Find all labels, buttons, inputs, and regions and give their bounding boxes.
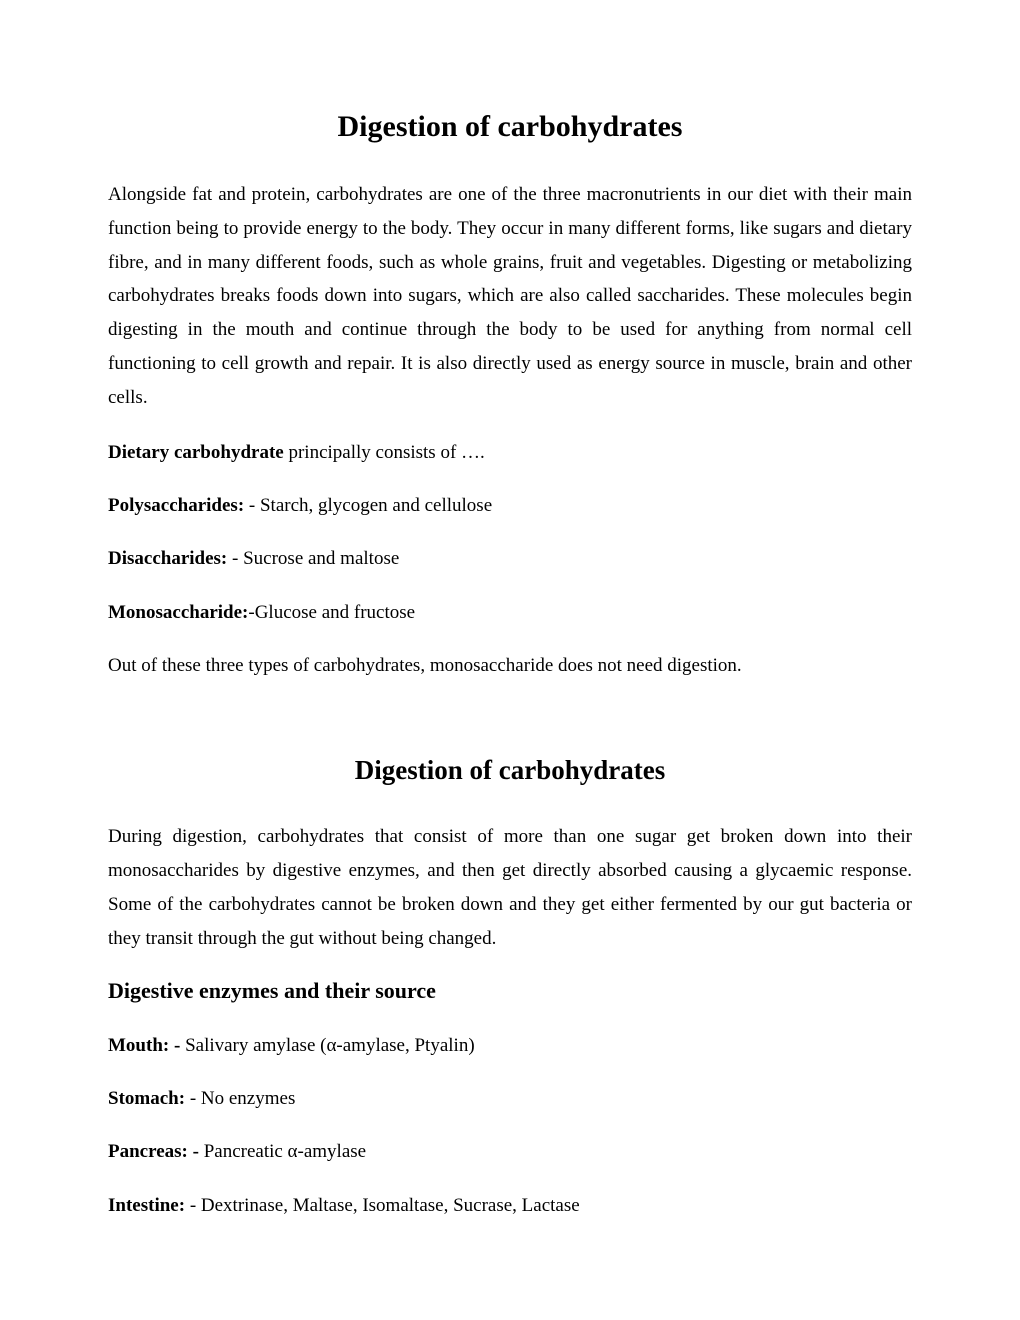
dietary-carbohydrate-line: Dietary carbohydrate principally consist… [108,437,912,468]
pancreas-rest: Pancreatic α-amylase [199,1141,366,1162]
stomach-rest: - No enzymes [185,1088,295,1109]
during-digestion-paragraph: During digestion, carbohydrates that con… [108,820,912,955]
polysaccharides-rest: - Starch, glycogen and cellulose [244,495,492,516]
polysaccharides-line: Polysaccharides: - Starch, glycogen and … [108,490,912,521]
stomach-line: Stomach: - No enzymes [108,1083,912,1114]
disaccharides-label: Disaccharides: [108,548,227,569]
dietary-rest: principally consists of …. [284,442,485,463]
dietary-label: Dietary carbohydrate [108,442,284,463]
enzymes-heading: Digestive enzymes and their source [108,978,912,1004]
intestine-rest: - Dextrinase, Maltase, Isomaltase, Sucra… [185,1195,580,1216]
intestine-line: Intestine: - Dextrinase, Maltase, Isomal… [108,1190,912,1221]
mouth-label: Mouth: - [108,1035,180,1056]
pancreas-label: Pancreas: - [108,1141,199,1162]
mouth-line: Mouth: - Salivary amylase (α-amylase, Pt… [108,1030,912,1061]
intestine-label: Intestine: [108,1195,185,1216]
pancreas-line: Pancreas: - Pancreatic α-amylase [108,1136,912,1167]
monosaccharide-rest: -Glucose and fructose [248,602,415,623]
out-of-these-line: Out of these three types of carbohydrate… [108,650,912,681]
monosaccharide-line: Monosaccharide:-Glucose and fructose [108,597,912,628]
stomach-label: Stomach: [108,1088,185,1109]
mouth-rest: Salivary amylase (α-amylase, Ptyalin) [180,1035,474,1056]
page-title-1: Digestion of carbohydrates [108,110,912,144]
disaccharides-line: Disaccharides: - Sucrose and maltose [108,543,912,574]
disaccharides-rest: - Sucrose and maltose [227,548,399,569]
monosaccharide-label: Monosaccharide: [108,602,248,623]
polysaccharides-label: Polysaccharides: [108,495,244,516]
intro-paragraph: Alongside fat and protein, carbohydrates… [108,178,912,415]
page-title-2: Digestion of carbohydrates [108,755,912,786]
